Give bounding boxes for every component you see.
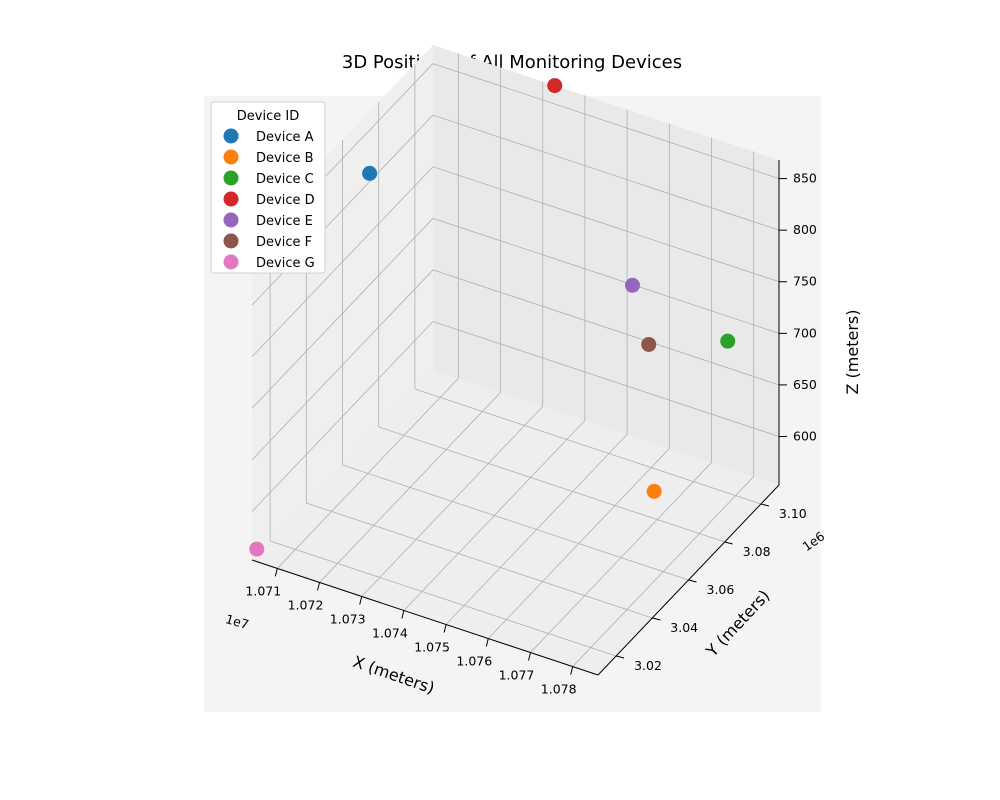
x-tick-label: 1.076 [456,654,492,669]
data-point [624,277,640,293]
legend-label: Device D [256,193,315,208]
x-tick-mark [401,610,405,619]
x-tick-label: 1.075 [414,640,450,655]
legend-marker [223,254,239,270]
back-pane [433,45,779,485]
legend-marker [223,233,239,249]
data-point [249,541,265,557]
y-tick-mark [652,617,661,621]
x-tick-label: 1.071 [245,583,281,598]
x-offset-text: 1e7 [224,611,251,632]
legend-marker [223,170,239,186]
x-tick-label: 1.074 [372,625,408,640]
legend-label: Device F [256,235,312,250]
x-tick-mark [317,582,320,591]
legend-label: Device G [256,256,315,271]
y-tick-label: 3.10 [779,506,807,521]
grid-line [432,269,780,386]
legend-box [210,101,326,274]
legend-label: Device C [256,172,314,187]
y-tick-label: 3.08 [743,544,771,559]
z-tick-label: 650 [793,377,817,392]
grid-line [306,502,653,619]
y-tick-label: 3.02 [634,658,662,673]
grid-line [251,166,434,358]
x-tick-label: 1.072 [288,597,324,612]
data-point [646,483,662,499]
chart-title: 3D Positions of All Monitoring Devices [342,52,682,73]
plot-area: 1.071 1.072 1.073 1.074 1.075 1.076 1.077 1.078… [204,45,862,712]
grid-line [251,218,434,409]
legend-marker [223,191,239,207]
legend-marker [223,149,239,165]
grid-line [251,269,434,461]
grid-line [432,63,780,179]
grid-line [342,464,689,581]
x-tick-mark [274,568,278,577]
grid-line [432,217,780,334]
legend-label: Device B [256,151,314,166]
y-tick-mark [615,655,625,659]
z-axis-label: Z (meters) [843,310,862,395]
legend-title: Device ID [237,109,299,124]
y-tick-mark [724,541,733,545]
data-point [362,165,378,181]
z-tick-label: 700 [793,325,817,340]
grid-line [432,166,780,283]
z-tick-label: 600 [793,429,817,444]
x-tick-label: 1.078 [541,682,577,697]
x-tick-mark [485,638,489,647]
legend: Device ID Device A Device B Device C Device … [210,101,326,274]
grid-line [269,540,617,657]
legend-label: Device A [256,130,314,145]
data-point [720,333,736,349]
x-tick-label: 1.077 [499,668,535,683]
grid-line [414,388,762,505]
x-tick-mark [443,624,447,633]
y-tick-mark [688,579,697,583]
y-tick-label: 3.06 [707,582,735,597]
data-point [547,78,563,94]
data-point [641,336,657,352]
grid-line [432,114,780,231]
y-tick-label: 3.04 [670,620,698,635]
legend-label: Device E [256,214,313,229]
x-tick-mark [570,666,574,675]
x-tick-label: 1.073 [330,611,366,626]
legend-marker [223,212,239,228]
z-tick-label: 850 [793,171,817,186]
x-axis-line [251,559,599,676]
legend-marker [223,128,239,144]
grid-line [251,321,434,512]
z-tick-label: 750 [793,274,817,289]
z-tick-label: 800 [793,222,817,237]
grid-line [378,426,725,543]
x-tick-mark [528,652,531,661]
grid-line [432,321,780,437]
x-tick-mark [359,596,363,605]
y-tick-mark [760,503,770,507]
